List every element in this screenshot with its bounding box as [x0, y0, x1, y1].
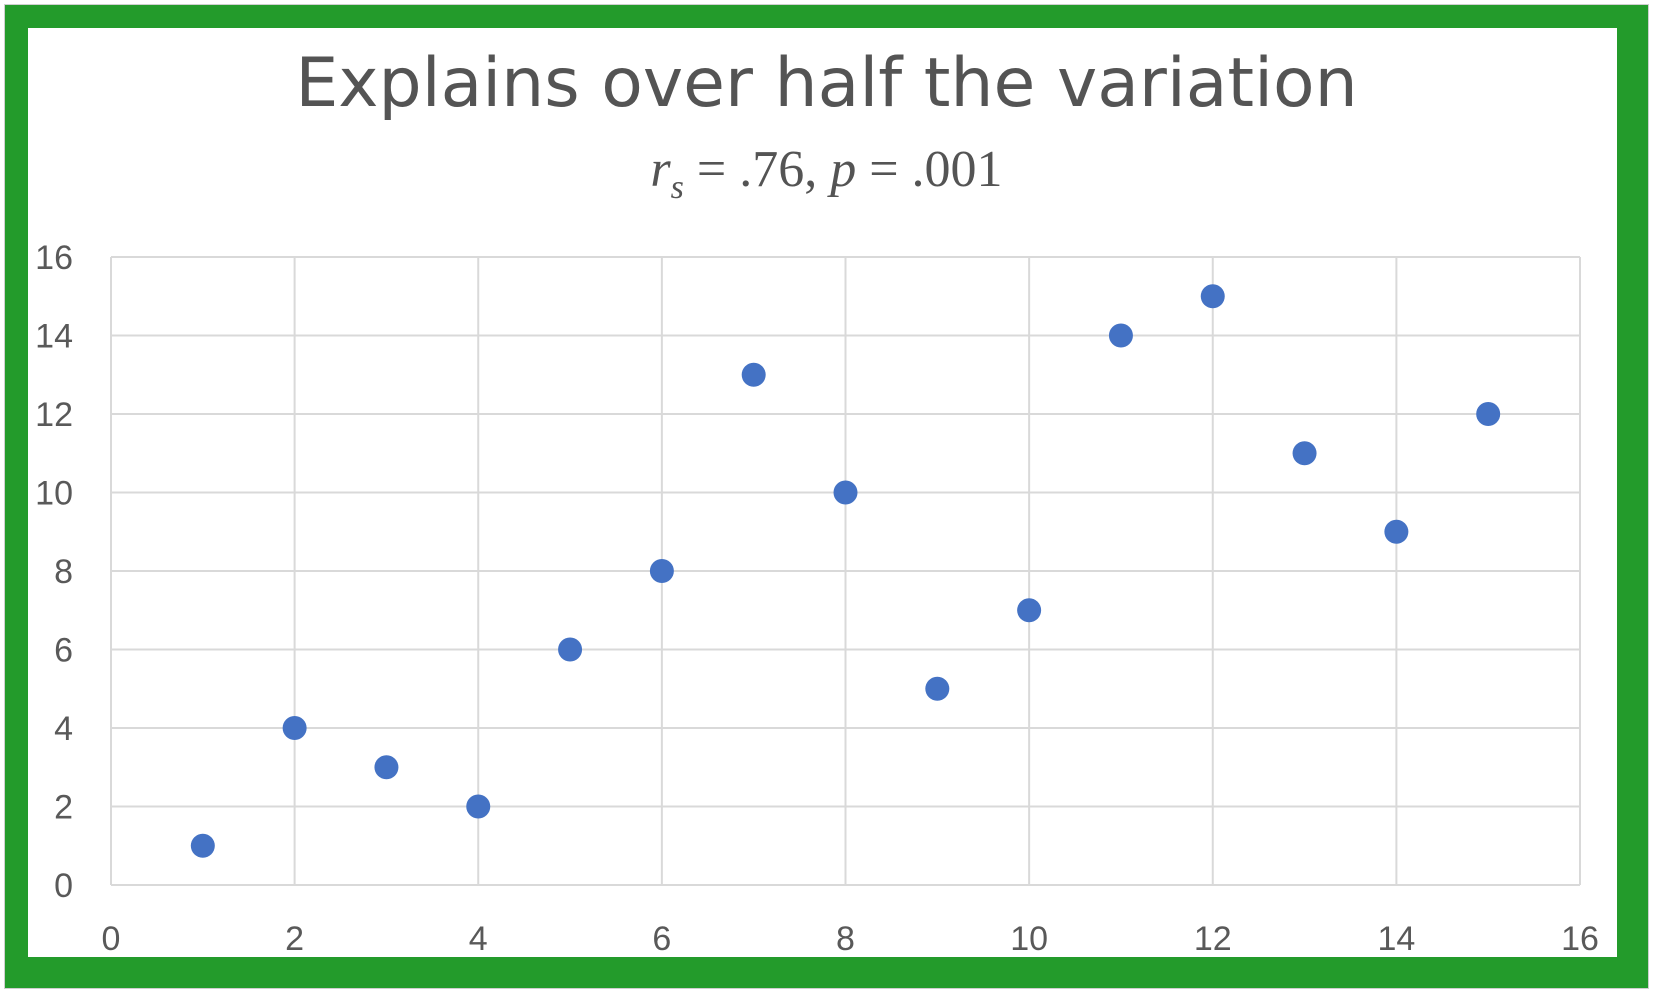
data-point-11: [1200, 284, 1225, 309]
data-point-9: [1017, 598, 1042, 623]
y-tick-label-3: 6: [54, 632, 73, 670]
y-tick-label-0: 0: [54, 867, 73, 905]
y-tick-label-7: 14: [35, 318, 73, 356]
data-point-7: [833, 480, 858, 505]
r-symbol: r: [650, 141, 671, 198]
chart-subtitle: rs = .76, p = .001: [0, 140, 1653, 205]
data-point-10: [1108, 323, 1133, 348]
y-tick-label-4: 8: [54, 553, 73, 591]
x-tick-label-4: 8: [836, 920, 855, 958]
data-point-8: [925, 676, 950, 701]
x-tick-label-5: 10: [1010, 920, 1048, 958]
p-value: = .001: [856, 141, 1003, 198]
data-point-6: [741, 362, 766, 387]
p-symbol: p: [830, 141, 857, 198]
tick-labels: 0 2 4 6 8 10 12 14 16 0 2 4 6 8 10 12 14 16: [35, 239, 1599, 958]
r-value: = .76,: [683, 141, 831, 198]
x-tick-label-8: 16: [1561, 920, 1599, 958]
y-tick-label-5: 10: [35, 475, 73, 513]
data-point-2: [374, 755, 399, 780]
y-tick-label-8: 16: [35, 239, 73, 277]
data-point-12: [1292, 441, 1317, 466]
x-tick-label-6: 12: [1194, 920, 1232, 958]
data-point-1: [282, 716, 307, 740]
data-point-0: [190, 833, 215, 858]
chart-title: Explains over half the variation: [295, 44, 1358, 123]
y-tick-label-6: 12: [35, 396, 73, 434]
x-tick-label-0: 0: [102, 920, 121, 958]
data-point-4: [558, 637, 583, 662]
y-tick-label-1: 2: [54, 789, 73, 827]
r-subscript: s: [670, 169, 684, 206]
data-points: [190, 284, 1501, 858]
x-tick-label-2: 4: [469, 920, 488, 958]
data-point-3: [466, 794, 491, 819]
x-tick-label-7: 14: [1377, 920, 1415, 958]
data-point-13: [1384, 519, 1409, 544]
y-tick-label-2: 4: [54, 710, 73, 748]
x-tick-label-1: 2: [285, 920, 304, 958]
data-point-14: [1476, 402, 1501, 426]
data-point-5: [649, 559, 674, 583]
grid-lines: [110, 256, 1581, 886]
x-tick-label-3: 6: [652, 920, 671, 958]
